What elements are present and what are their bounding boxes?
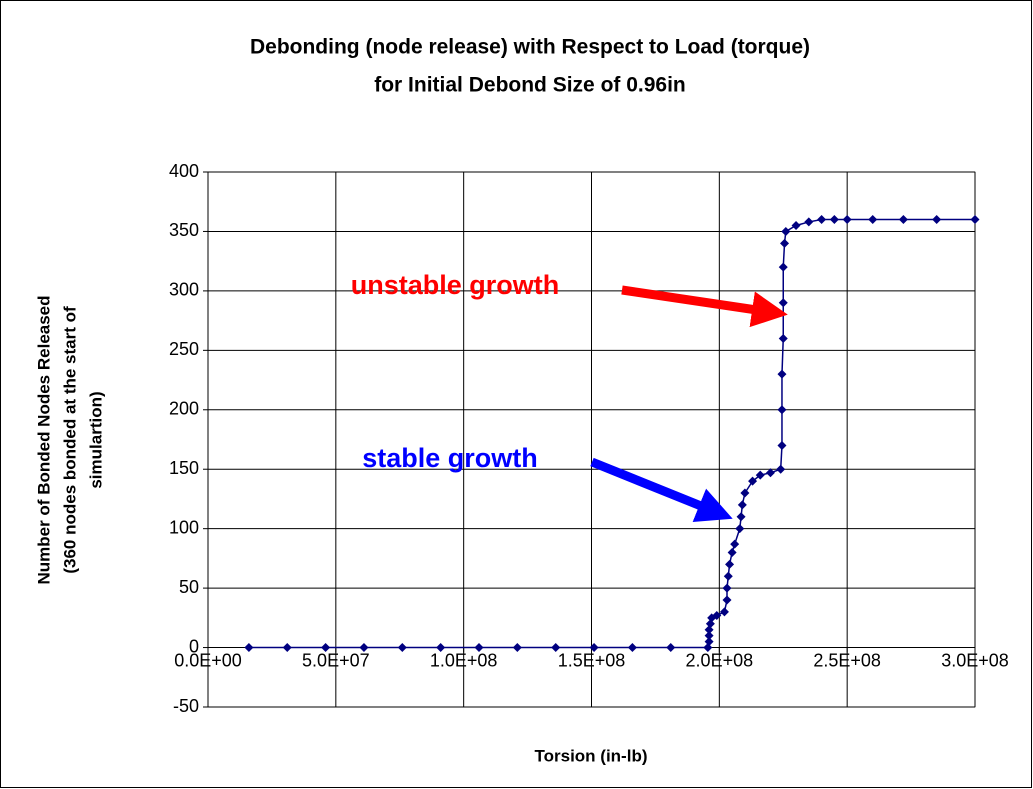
y-axis-label: (360 nodes bonded at the start of — [60, 306, 79, 574]
data-point — [436, 643, 446, 653]
data-point — [736, 512, 746, 522]
data-point — [589, 643, 599, 653]
data-point — [778, 333, 788, 343]
data-point — [829, 215, 839, 225]
x-tick-label: 1.5E+08 — [558, 650, 626, 670]
data-point — [776, 464, 786, 474]
data-point — [704, 637, 714, 647]
data-point — [842, 215, 852, 225]
data-point — [722, 583, 732, 593]
x-axis-label: Torsion (in-lb) — [535, 746, 648, 765]
data-point — [777, 440, 787, 450]
data-point — [730, 539, 740, 549]
data-point — [791, 221, 801, 230]
y-axis-label: simulartion) — [86, 391, 105, 488]
data-point — [737, 500, 747, 510]
x-tick-label: 3.0E+08 — [941, 650, 1009, 670]
data-point — [740, 488, 750, 498]
data-point — [748, 476, 758, 486]
x-tick-label: 1.0E+08 — [430, 650, 498, 670]
data-point — [703, 643, 713, 653]
y-tick-label: 350 — [169, 220, 199, 240]
data-point — [704, 625, 714, 635]
data-point — [735, 524, 745, 534]
y-tick-label: 150 — [169, 458, 199, 478]
y-tick-label: 400 — [169, 161, 199, 181]
annotation: unstable growth — [351, 270, 560, 300]
data-point — [244, 643, 254, 653]
data-point — [474, 643, 484, 653]
y-tick-label: 0 — [189, 636, 199, 656]
data-point — [780, 238, 790, 248]
data-point — [723, 571, 733, 581]
y-tick-label: -50 — [173, 696, 199, 716]
chart-title: Debonding (node release) with Respect to… — [250, 36, 810, 59]
annotation: stable growth — [362, 443, 538, 473]
data-point — [777, 405, 787, 415]
data-point — [781, 226, 791, 236]
data-point — [725, 559, 735, 569]
data-point — [627, 643, 637, 653]
data-point — [712, 610, 722, 620]
data-point — [705, 619, 715, 629]
data-point — [397, 643, 407, 653]
x-tick-label: 2.0E+08 — [686, 650, 754, 670]
y-tick-label: 50 — [179, 577, 199, 597]
data-point — [719, 607, 729, 617]
y-tick-label: 250 — [169, 339, 199, 359]
data-point — [666, 643, 676, 653]
x-tick-label: 5.0E+07 — [302, 650, 370, 670]
data-point — [932, 215, 942, 225]
data-point — [970, 215, 980, 225]
data-point — [778, 262, 788, 272]
data-point — [817, 215, 827, 225]
annotation-arrow — [590, 457, 733, 522]
data-point — [704, 631, 714, 641]
y-axis-label: Number of Bonded Nodes Released — [34, 295, 53, 584]
data-point — [868, 215, 878, 225]
y-tick-label: 300 — [169, 280, 199, 300]
data-point — [727, 547, 737, 557]
chart-title: for Initial Debond Size of 0.96in — [374, 74, 686, 97]
data-point — [551, 643, 561, 653]
data-point — [359, 643, 369, 653]
y-tick-label: 200 — [169, 399, 199, 419]
data-point — [722, 595, 732, 605]
data-point — [321, 643, 331, 653]
data-point — [282, 643, 292, 653]
y-tick-label: 100 — [169, 517, 199, 537]
data-point — [777, 369, 787, 379]
data-point — [512, 643, 522, 653]
annotation-arrow — [621, 285, 788, 328]
x-tick-label: 2.5E+08 — [813, 650, 881, 670]
data-point — [755, 470, 765, 480]
data-point — [898, 215, 908, 225]
data-point — [804, 217, 814, 227]
data-point — [765, 468, 775, 478]
